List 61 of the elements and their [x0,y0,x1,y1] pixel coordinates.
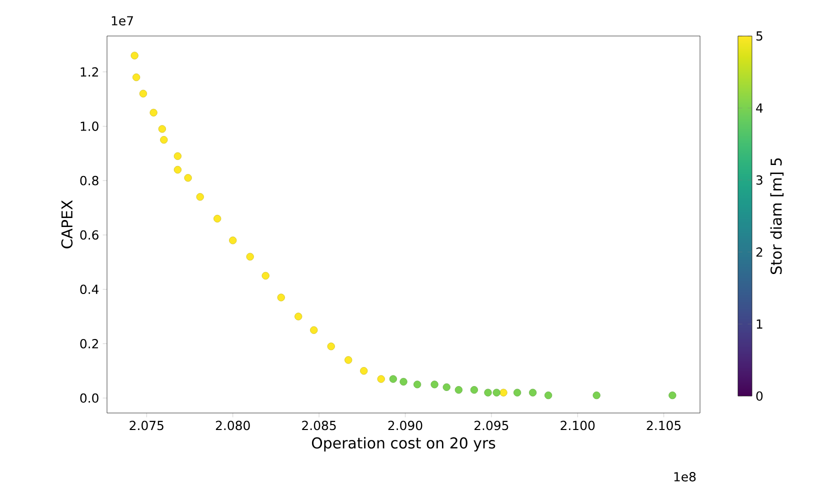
point [160,136,168,144]
color-bar-label: 3 [756,175,762,185]
point [592,392,600,400]
point [360,367,368,375]
x-tick-label: 2.100 [560,420,595,430]
point [310,326,318,334]
point [229,236,237,244]
point [413,380,422,388]
point [174,152,182,160]
point [377,375,385,383]
point [277,294,285,302]
point [470,386,478,394]
point [139,90,147,98]
y-tick-label: 0.8 [80,176,98,186]
point [158,125,166,133]
y-tick-label: 1.0 [80,122,98,131]
text: 1e7 [112,16,133,26]
y-tick-label: 0.2 [80,338,98,348]
color-bar-label: 0 [756,391,763,401]
x-tick-label: 2.105 [646,420,681,430]
point [668,392,676,400]
point [246,252,254,261]
color-bar-label: 1 [756,319,762,329]
color-bar-title: Stor diam [m] 5 [770,158,784,274]
point [184,174,192,182]
x-tick-label: 2.080 [216,420,250,430]
point [344,356,352,364]
point [132,74,140,82]
y-tick-label: 0.0 [80,393,98,403]
point [130,52,138,60]
point [544,392,552,400]
x-tick-label: 2.090 [388,420,422,430]
color-bar-label: 2 [756,247,762,257]
point [430,380,438,388]
x-tick-label: 2.075 [130,420,164,430]
point [528,388,537,396]
color-bar-label: 4 [756,104,763,113]
point [484,388,492,396]
y-tick-label: 0.6 [80,230,98,240]
point [262,272,270,280]
point [174,166,182,174]
point [442,383,450,391]
point [196,193,204,201]
x-tick-label: 2.095 [474,420,508,430]
point [454,386,462,394]
point [214,214,222,222]
text: 1e8 [674,472,696,482]
point [294,312,302,320]
point [327,342,335,350]
point [500,388,508,396]
point [400,378,408,386]
point [150,108,158,116]
y-axis-title: CAPEX [61,200,73,248]
point [389,375,397,383]
x-axis-title: Operation cost on 20 yrs [312,437,496,452]
y-tick-label: 0.4 [80,284,99,294]
point [492,388,500,396]
color-bar-label: 5 [756,31,762,41]
x-tick-label: 2.085 [302,420,336,430]
y-tick-label: 1.2 [80,67,98,76]
point [513,388,522,396]
